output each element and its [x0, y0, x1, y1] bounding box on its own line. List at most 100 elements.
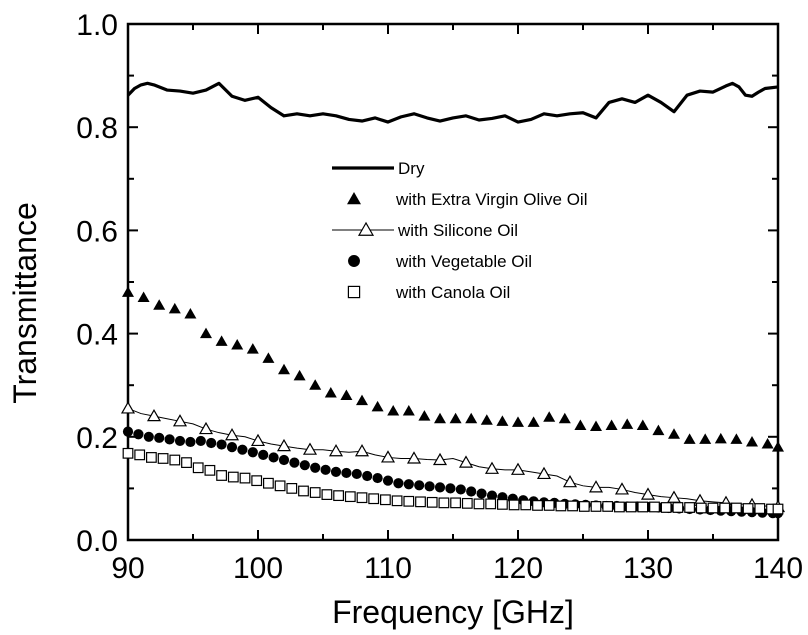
- series-point: [226, 442, 238, 453]
- series-point: [590, 420, 602, 431]
- series-point: [672, 502, 684, 513]
- series-line: [126, 81, 779, 124]
- legend-marker: [348, 255, 360, 267]
- series-point: [574, 419, 587, 430]
- series-point: [278, 363, 290, 375]
- series-point: [153, 299, 166, 310]
- series-point: [321, 489, 333, 500]
- series-point: [246, 343, 259, 354]
- series-point: [330, 466, 342, 477]
- series-point: [746, 435, 758, 447]
- series-point: [216, 439, 227, 450]
- series-point: [356, 492, 368, 504]
- series-point: [445, 483, 456, 494]
- series-point: [660, 502, 672, 513]
- series-point: [157, 453, 169, 464]
- series-point: [382, 475, 394, 486]
- series-dry: [126, 81, 779, 124]
- series-layer: [120, 81, 786, 519]
- series-point: [184, 307, 197, 319]
- series-point: [302, 442, 318, 455]
- series-point: [455, 484, 466, 495]
- series-point: [231, 338, 244, 350]
- legend-marker: [357, 221, 375, 236]
- series-point: [450, 497, 461, 509]
- series-point: [200, 327, 212, 339]
- legend-label: with Extra Virgin Olive Oil: [395, 190, 587, 209]
- series-point: [434, 482, 446, 493]
- series-point: [449, 412, 462, 424]
- series-point: [567, 500, 578, 512]
- series-point: [761, 438, 774, 449]
- legend-item: with Extra Virgin Olive Oil: [347, 190, 587, 209]
- legend-item: Dry: [332, 159, 425, 178]
- series-point: [122, 286, 134, 297]
- series-point: [344, 491, 356, 503]
- series-point: [652, 424, 665, 436]
- x-tick-label: 130: [623, 552, 673, 585]
- series-point: [122, 447, 134, 459]
- series-point: [403, 495, 415, 507]
- series-point: [239, 472, 251, 484]
- series-point: [172, 414, 188, 427]
- series-point: [174, 435, 186, 447]
- series-point: [227, 471, 239, 483]
- series-point: [473, 498, 485, 510]
- series-point: [772, 503, 784, 515]
- series-point: [438, 497, 450, 509]
- y-tick-label: 0.8: [76, 112, 118, 145]
- series-point: [588, 480, 604, 493]
- series-point: [195, 435, 206, 447]
- series-point: [215, 335, 228, 346]
- series-point: [508, 499, 520, 511]
- legend-label: with Canola Oil: [395, 283, 510, 302]
- series-point: [251, 475, 263, 487]
- series-point: [216, 470, 228, 481]
- y-tick-label: 0.2: [76, 422, 118, 455]
- series-point: [562, 474, 578, 488]
- series-point: [387, 405, 400, 416]
- series-point: [134, 449, 146, 461]
- series-point: [602, 501, 614, 512]
- series-point: [625, 501, 637, 513]
- series-point: [476, 488, 487, 499]
- y-tick-label: 1.0: [76, 9, 118, 42]
- series-point: [298, 485, 309, 497]
- series-point: [402, 405, 415, 416]
- series-point: [527, 416, 540, 427]
- legend-marker: [347, 192, 361, 205]
- series-point: [543, 411, 556, 422]
- series-point: [742, 503, 754, 514]
- series-point: [707, 502, 719, 514]
- series-point: [391, 495, 403, 507]
- series-point: [310, 462, 321, 473]
- series-point: [418, 410, 431, 421]
- series-point: [754, 503, 766, 514]
- series-point: [371, 400, 384, 412]
- series-point: [263, 477, 274, 489]
- series-point: [368, 493, 380, 505]
- series-point: [247, 447, 258, 458]
- series-point: [730, 502, 742, 514]
- series-point: [461, 497, 473, 509]
- series-point: [122, 426, 134, 437]
- series-point: [120, 401, 136, 414]
- series-point: [293, 369, 306, 381]
- series-point: [730, 433, 743, 444]
- series-point: [406, 451, 422, 464]
- series-point: [324, 386, 337, 398]
- series-point: [636, 419, 649, 430]
- series-point: [621, 418, 634, 429]
- series-point: [372, 472, 383, 484]
- series-point: [640, 487, 656, 500]
- legend-label: with Vegetable Oil: [395, 252, 532, 271]
- series-point: [558, 412, 571, 424]
- series-point: [605, 419, 618, 430]
- series-point: [772, 441, 784, 452]
- series-point: [169, 454, 181, 466]
- series-point: [484, 461, 500, 474]
- series-point: [354, 444, 370, 457]
- series-point: [351, 468, 362, 480]
- x-axis-title: Frequency [GHz]: [332, 594, 574, 630]
- legend-item: with Canola Oil: [347, 283, 510, 302]
